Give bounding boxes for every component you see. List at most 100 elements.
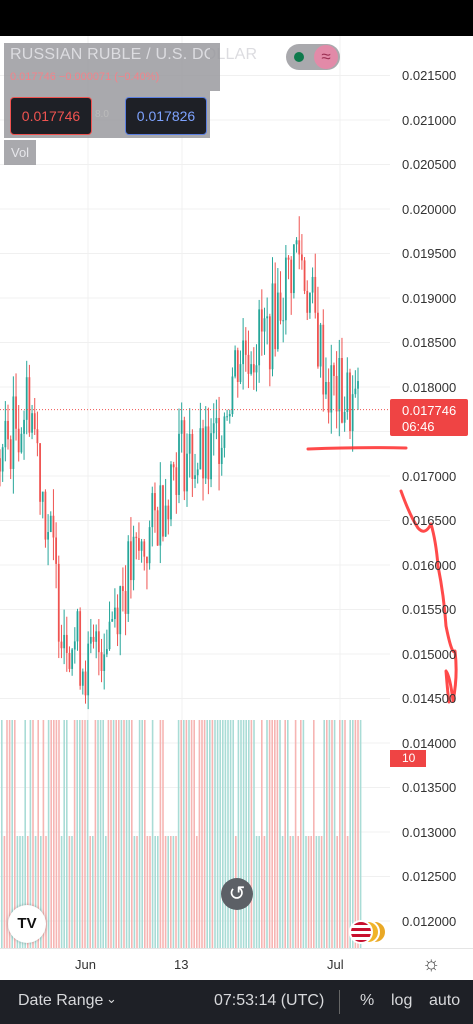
wave-icon[interactable]: ≈ [314, 45, 338, 69]
volume-bar [214, 720, 216, 948]
volume-bar [336, 836, 338, 948]
candle-body [325, 382, 327, 395]
time-axis[interactable]: Jun 13 Jul ☼ [0, 948, 473, 981]
volume-bar [253, 720, 255, 948]
last-price-tag: 0.017746 06:46 [390, 399, 468, 436]
candle-body [258, 309, 261, 366]
volume-bar [29, 720, 32, 948]
x-tick-label: Jul [327, 957, 344, 972]
candle-body [295, 240, 298, 245]
gear-icon[interactable]: ☼ [422, 953, 441, 975]
volume-bar [297, 836, 299, 948]
volume-bar [6, 720, 8, 948]
volume-bar [162, 720, 164, 948]
y-tick-label: 0.013500 [402, 780, 457, 795]
candle-body [178, 433, 180, 495]
candle-body [89, 636, 92, 644]
volume-bar [32, 720, 34, 948]
volume-bar [209, 720, 211, 948]
buy-price-button[interactable]: 0.017826 [125, 97, 207, 135]
utc-clock[interactable]: 07:53:14 (UTC) [214, 992, 325, 1009]
volume-bar [86, 720, 89, 948]
candle-body [156, 510, 159, 546]
candle-body [180, 420, 183, 434]
volume-bar [300, 720, 302, 948]
symbol-title: RUSSIAN RUBLE / U.S. DOLLAR [10, 46, 258, 63]
volume-bar [92, 836, 94, 948]
volume-bar [302, 720, 305, 948]
volume-bar [3, 836, 6, 948]
candle-body [25, 377, 28, 420]
volume-bar [71, 836, 73, 948]
volume-bar [16, 836, 19, 948]
candle-body [44, 491, 47, 540]
volume-bar [281, 836, 284, 948]
volume-bar [219, 720, 221, 948]
candle-body [111, 619, 114, 622]
candle-body [284, 257, 287, 321]
reset-chart-icon[interactable]: ↺ [221, 878, 253, 910]
y-tick-label: 0.014500 [402, 691, 457, 706]
candle-body [215, 417, 218, 424]
candle-body [36, 429, 39, 444]
candle-body [175, 467, 178, 495]
auto-scale-button[interactable]: auto [429, 992, 461, 1009]
volume-legend[interactable]: Vol [4, 140, 36, 165]
volume-bar [40, 836, 42, 948]
candle-body [7, 420, 9, 440]
percent-scale-button[interactable]: % [360, 992, 375, 1009]
candle-body [9, 439, 12, 469]
legend-extension [210, 43, 220, 91]
volume-bar [250, 720, 253, 948]
volume-bar [73, 720, 76, 948]
candle-body [162, 485, 164, 537]
candle-body [343, 411, 346, 423]
volume-bar [11, 720, 13, 948]
candle-body [228, 414, 231, 417]
y-tick-label: 0.018000 [402, 380, 457, 395]
candle-body [4, 420, 7, 448]
price-chart[interactable] [0, 36, 473, 948]
candle-body [351, 394, 354, 432]
volume-bar [159, 720, 162, 948]
candle-body [330, 365, 333, 413]
candle-body [341, 357, 343, 423]
candle-body [95, 631, 98, 642]
volume-bar [271, 720, 273, 948]
volume-bar [110, 720, 112, 948]
candle-body [263, 318, 266, 332]
volume-bar [37, 720, 39, 948]
candle-body [87, 643, 90, 696]
y-tick-label: 0.016000 [402, 558, 457, 573]
volume-bar [149, 836, 151, 948]
annotation-horizontal-stroke [306, 446, 408, 451]
candle-body [130, 541, 132, 581]
candle-body [60, 641, 63, 649]
volume-bar [196, 836, 198, 948]
candle-body [113, 607, 116, 620]
volume-bar [120, 720, 123, 948]
candle-body [103, 654, 106, 671]
candle-body [279, 292, 282, 321]
volume-bar [45, 836, 47, 948]
volume-bar [216, 720, 219, 948]
chart-area[interactable] [0, 36, 473, 948]
candle-body [167, 505, 170, 520]
y-tick-label: 0.019500 [402, 246, 457, 261]
volume-bar [232, 720, 234, 948]
candle-body [73, 641, 76, 650]
currency-flags-icon[interactable] [349, 920, 391, 946]
sell-price-button[interactable]: 0.017746 [10, 97, 92, 135]
log-scale-button[interactable]: log [391, 992, 413, 1009]
y-tick-label: 0.014000 [402, 736, 457, 751]
date-range-button[interactable]: Date Range [18, 992, 104, 1009]
legend-toggle[interactable]: ≈ [286, 44, 340, 70]
volume-bar [133, 836, 136, 948]
candle-body [322, 324, 325, 395]
candle-body [349, 372, 351, 432]
tradingview-logo-icon[interactable]: TV [8, 905, 46, 943]
candle-body [309, 292, 311, 313]
y-tick-label: 0.015500 [402, 602, 457, 617]
chevron-down-icon[interactable]: ⌄ [106, 991, 117, 1006]
candle-body [210, 433, 212, 480]
